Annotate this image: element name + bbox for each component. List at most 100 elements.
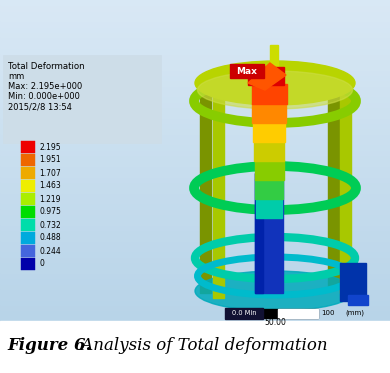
Text: 0.975: 0.975 bbox=[39, 207, 61, 216]
Bar bbox=[0, 79, 390, 85]
Bar bbox=[340, 263, 366, 301]
Bar bbox=[0, 170, 390, 176]
Bar bbox=[0, 69, 390, 75]
Bar bbox=[0, 176, 390, 182]
Bar bbox=[0, 321, 390, 373]
Bar bbox=[0, 47, 390, 53]
Bar bbox=[0, 186, 390, 192]
Bar bbox=[0, 181, 390, 187]
Text: 1.707: 1.707 bbox=[39, 169, 61, 178]
Bar bbox=[0, 112, 390, 118]
Bar bbox=[256, 198, 282, 218]
Bar bbox=[0, 85, 390, 91]
Bar bbox=[252, 84, 287, 104]
Bar bbox=[255, 173, 263, 293]
Bar bbox=[255, 173, 283, 293]
Text: Analysis of Total deformation: Analysis of Total deformation bbox=[76, 336, 328, 354]
Text: 100: 100 bbox=[321, 310, 335, 316]
Bar bbox=[0, 202, 390, 209]
Bar bbox=[0, 95, 390, 102]
Bar bbox=[0, 256, 390, 262]
Text: 0.0 Min: 0.0 Min bbox=[232, 310, 256, 316]
Bar bbox=[0, 283, 390, 289]
Bar bbox=[248, 67, 284, 85]
Bar bbox=[0, 10, 390, 16]
Text: Figure 6.: Figure 6. bbox=[7, 336, 91, 354]
Bar bbox=[0, 213, 390, 219]
Text: 1.463: 1.463 bbox=[39, 182, 61, 191]
Bar bbox=[0, 31, 390, 37]
Bar bbox=[0, 4, 390, 11]
Ellipse shape bbox=[195, 61, 355, 105]
Text: Total Deformation: Total Deformation bbox=[8, 62, 85, 71]
Text: 50.00: 50.00 bbox=[264, 318, 286, 327]
Text: 0.732: 0.732 bbox=[39, 220, 61, 229]
Bar bbox=[0, 304, 390, 310]
Ellipse shape bbox=[197, 71, 353, 109]
Bar bbox=[21, 232, 35, 244]
Bar bbox=[0, 144, 390, 150]
Text: 0: 0 bbox=[39, 260, 44, 269]
Bar bbox=[0, 160, 390, 166]
Polygon shape bbox=[248, 63, 286, 90]
Bar bbox=[0, 106, 390, 112]
Bar bbox=[230, 64, 264, 78]
Text: 0.488: 0.488 bbox=[39, 233, 60, 242]
Bar bbox=[0, 37, 390, 43]
Bar bbox=[238, 309, 318, 318]
Bar bbox=[21, 141, 35, 153]
Bar bbox=[0, 122, 390, 128]
Bar bbox=[0, 240, 390, 246]
Bar bbox=[0, 261, 390, 267]
Text: 2015/2/8 13:54: 2015/2/8 13:54 bbox=[8, 102, 72, 111]
Bar bbox=[0, 192, 390, 198]
Bar bbox=[21, 219, 35, 231]
Bar bbox=[0, 0, 390, 5]
Text: 1.219: 1.219 bbox=[39, 194, 60, 204]
Bar bbox=[0, 133, 390, 139]
Text: (mm): (mm) bbox=[345, 310, 364, 316]
Bar bbox=[0, 218, 390, 225]
Bar bbox=[0, 42, 390, 48]
Bar bbox=[0, 250, 390, 257]
Bar bbox=[0, 197, 390, 203]
Bar bbox=[0, 63, 390, 69]
Bar bbox=[0, 299, 390, 305]
Bar bbox=[200, 83, 211, 293]
Bar bbox=[0, 288, 390, 294]
Bar bbox=[21, 167, 35, 179]
Bar bbox=[0, 149, 390, 155]
Bar bbox=[348, 295, 368, 305]
Bar bbox=[0, 58, 390, 64]
Bar bbox=[0, 117, 390, 123]
Bar bbox=[253, 122, 285, 142]
Bar bbox=[0, 128, 390, 134]
Bar bbox=[225, 308, 263, 319]
Bar bbox=[21, 206, 35, 218]
Bar bbox=[0, 26, 390, 32]
Bar bbox=[21, 154, 35, 166]
Text: mm: mm bbox=[8, 72, 24, 81]
Bar bbox=[255, 179, 283, 199]
Bar bbox=[0, 90, 390, 96]
Bar bbox=[0, 208, 390, 214]
Bar bbox=[213, 83, 224, 298]
Bar bbox=[0, 229, 390, 235]
Bar bbox=[340, 88, 351, 293]
Bar bbox=[254, 141, 284, 161]
Bar bbox=[255, 160, 284, 180]
Bar bbox=[0, 293, 390, 300]
Bar bbox=[0, 138, 390, 144]
Bar bbox=[0, 101, 390, 107]
Bar bbox=[0, 165, 390, 171]
Bar bbox=[0, 224, 390, 230]
Text: Max: Max bbox=[237, 66, 257, 75]
Bar bbox=[252, 103, 286, 123]
Text: Max: 2.195e+000: Max: 2.195e+000 bbox=[8, 82, 82, 91]
Text: Min: 0.000e+000: Min: 0.000e+000 bbox=[8, 92, 80, 101]
Text: 0.244: 0.244 bbox=[39, 247, 61, 256]
Bar bbox=[0, 309, 390, 316]
Bar bbox=[0, 315, 390, 321]
Bar bbox=[0, 234, 390, 241]
Ellipse shape bbox=[195, 271, 355, 311]
